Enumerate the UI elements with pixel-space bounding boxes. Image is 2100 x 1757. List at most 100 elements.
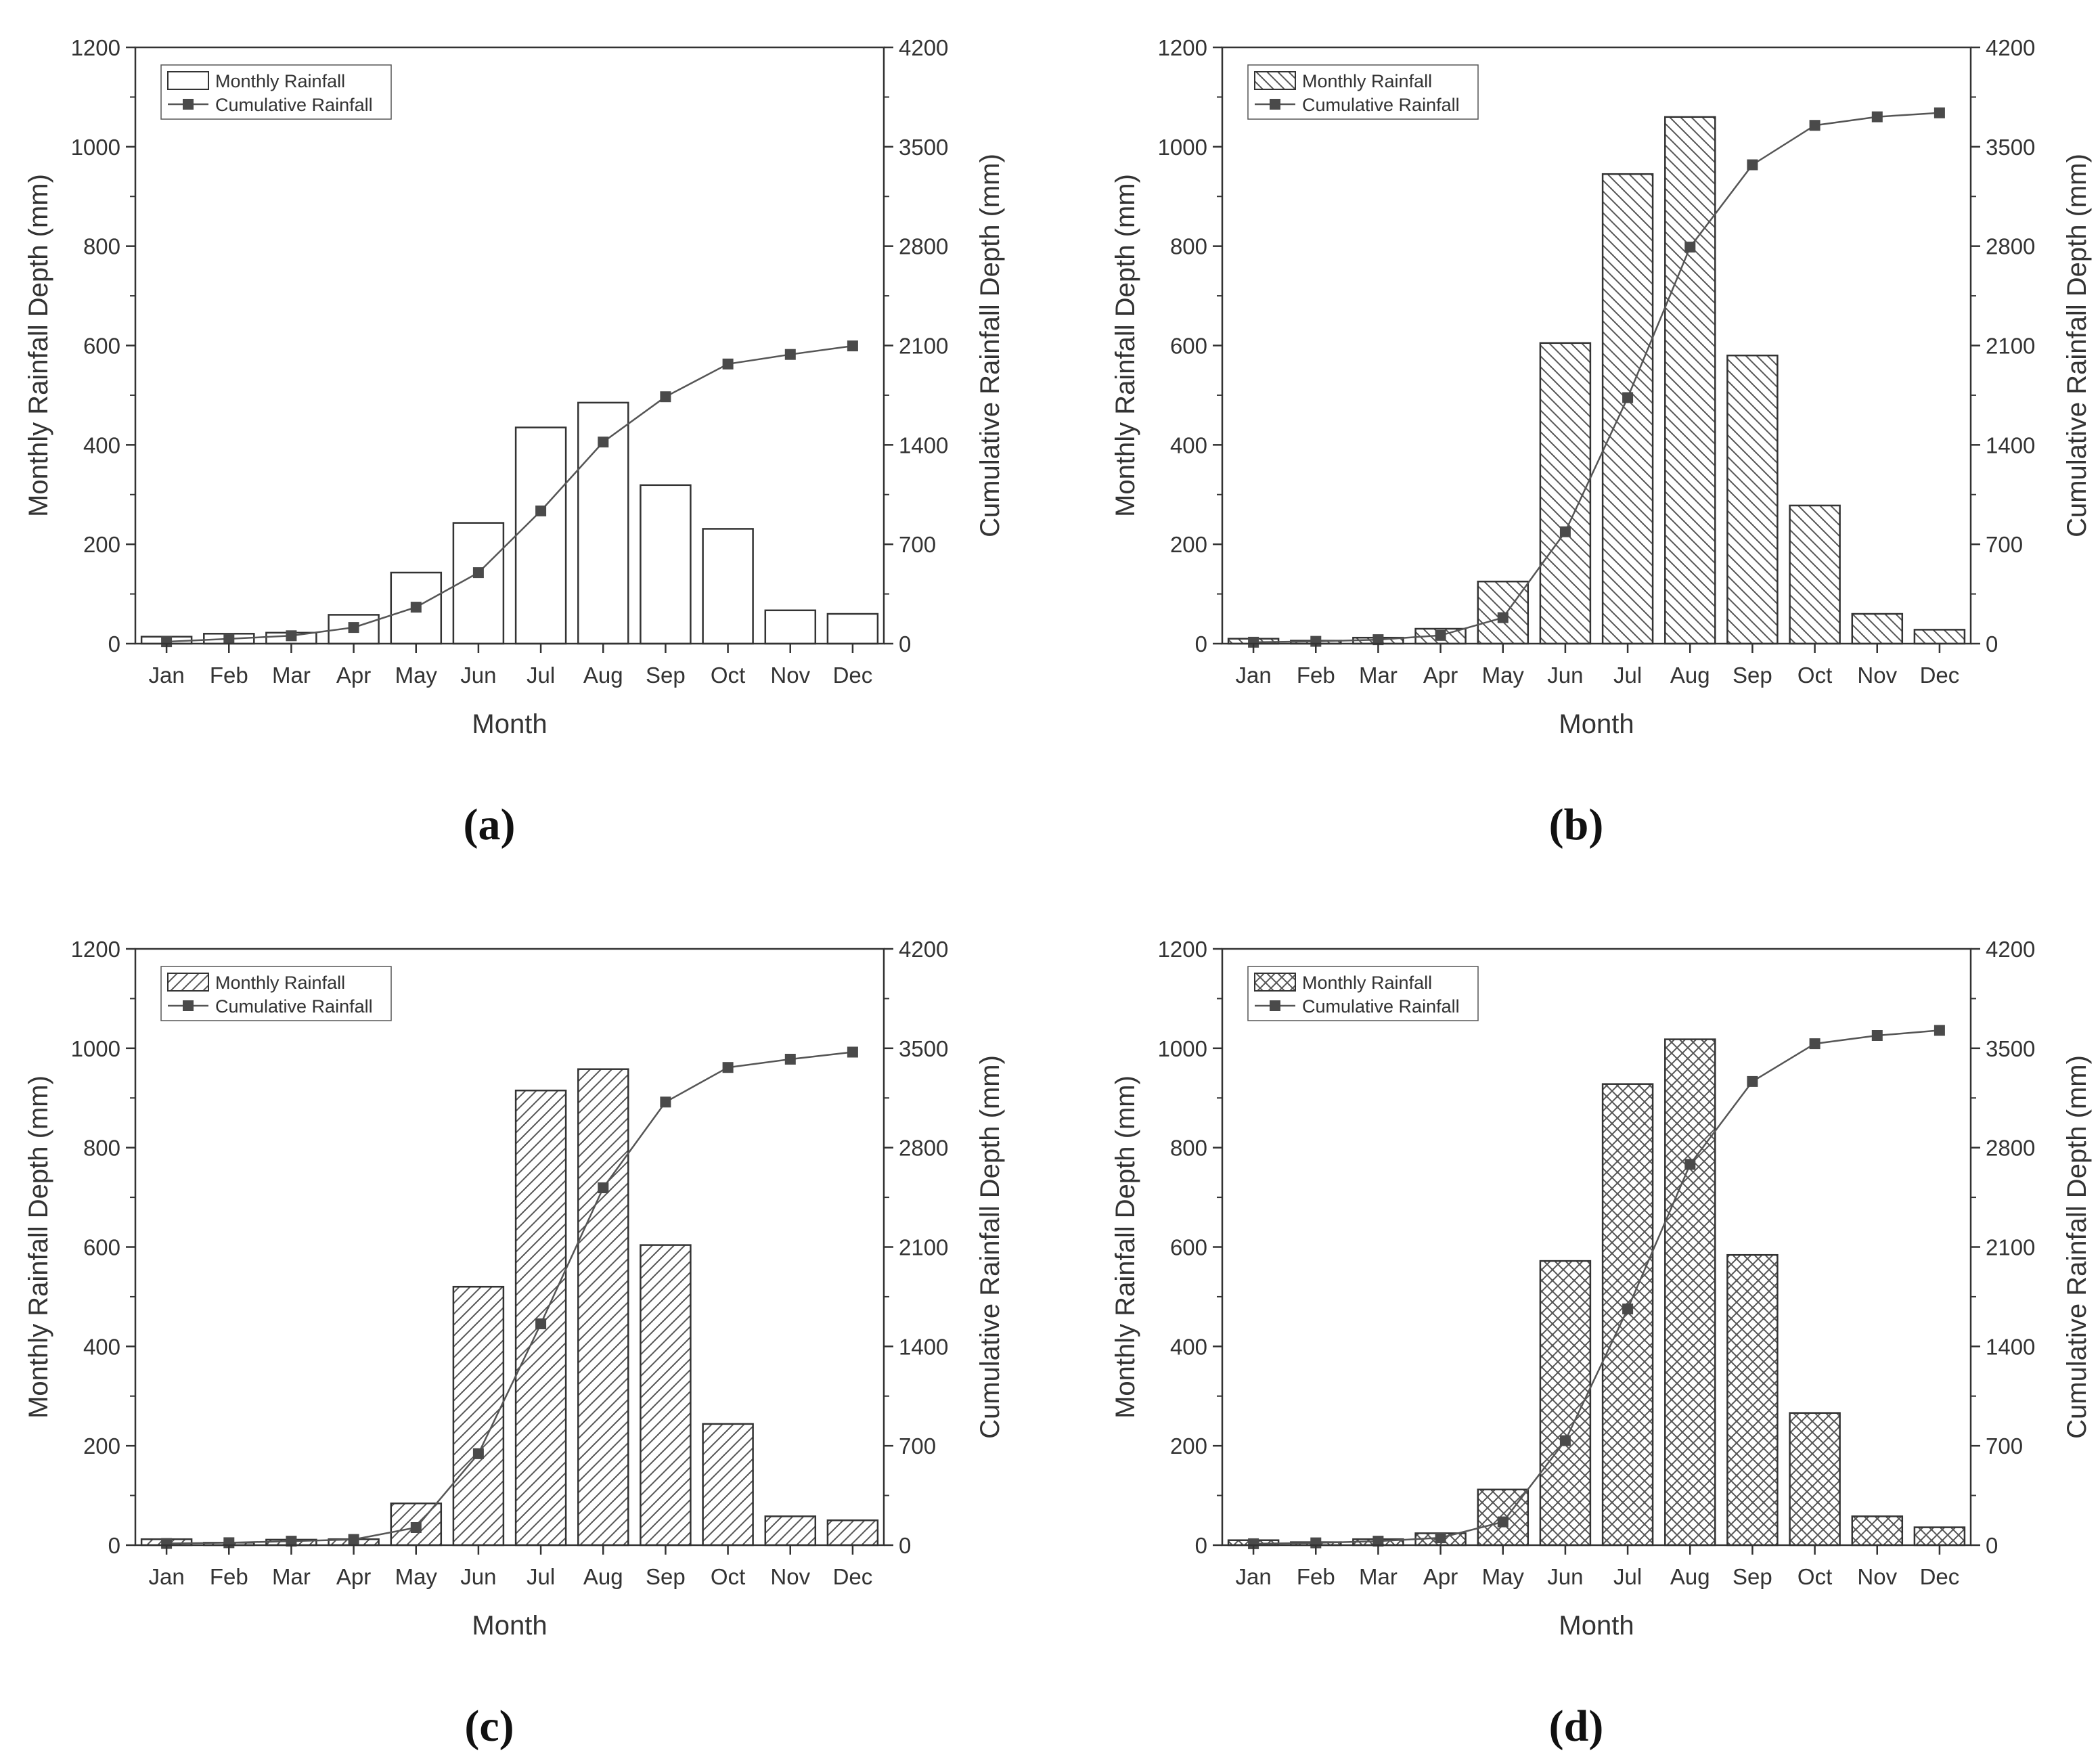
- bar-jul: [514, 426, 567, 645]
- x-tick-label-nov: Nov: [770, 1564, 810, 1589]
- legend-bar-swatch: [167, 973, 209, 992]
- right-axis-title: Cumulative Rainfall Depth (mm): [2062, 1055, 2092, 1439]
- left-tick-label: 400: [83, 432, 120, 458]
- legend: Monthly Rainfall Cumulative Rainfall: [160, 64, 392, 120]
- left-tick-label: 1000: [71, 1036, 120, 1061]
- x-axis-title: Month: [472, 709, 547, 739]
- cumulative-point-jul: [1622, 1304, 1634, 1314]
- right-tick-label: 3500: [899, 135, 948, 160]
- cumulative-point-apr: [348, 1534, 359, 1545]
- chart-panel-d: 0 200 400 600 800 1000 1200 0 700 1400 2100 2800 350…: [1111, 937, 2092, 1751]
- cumulative-point-may: [410, 1522, 422, 1533]
- left-axis-title: Monthly Rainfall Depth (mm): [24, 1075, 53, 1419]
- legend-bar-swatch: [1254, 973, 1296, 992]
- cumulative-point-may: [410, 602, 422, 613]
- bar-jul: [1601, 1083, 1654, 1547]
- right-tick-label: 2800: [899, 1136, 948, 1161]
- bar-nov: [764, 1515, 817, 1547]
- x-tick-label-sep: Sep: [646, 663, 686, 688]
- cumulative-point-oct: [1809, 1038, 1820, 1050]
- cumulative-line: [1253, 1029, 1940, 1545]
- cumulative-point-sep: [660, 391, 671, 403]
- bar-dec: [1913, 629, 1966, 645]
- cumulative-point-sep: [1747, 1075, 1758, 1087]
- left-tick-label: 800: [83, 1136, 120, 1161]
- legend-line-label: Cumulative Rainfall: [1302, 95, 1460, 115]
- cumulative-point-nov: [1871, 1030, 1883, 1041]
- cumulative-point-jul: [1622, 392, 1634, 403]
- right-axis-title: Cumulative Rainfall Depth (mm): [975, 154, 1005, 537]
- left-tick-label: 1200: [71, 35, 120, 60]
- left-tick-label: 600: [1170, 334, 1207, 359]
- x-tick-label-jan: Jan: [1235, 1564, 1271, 1589]
- x-axis-title: Month: [1559, 1611, 1634, 1641]
- x-tick-label-apr: Apr: [1423, 663, 1458, 688]
- cumulative-point-jan: [1248, 1538, 1259, 1549]
- cumulative-point-jun: [472, 567, 484, 579]
- right-axis-title: Cumulative Rainfall Depth (mm): [2062, 154, 2092, 537]
- cumulative-point-apr: [1435, 629, 1446, 641]
- cumulative-point-oct: [722, 358, 734, 370]
- x-tick-label-feb: Feb: [1297, 663, 1335, 688]
- bar-oct: [702, 1423, 754, 1547]
- left-tick-label: 0: [108, 1533, 120, 1558]
- x-tick-label-sep: Sep: [1733, 663, 1772, 688]
- right-tick-label: 0: [899, 631, 911, 657]
- bar-sep: [640, 1244, 692, 1547]
- right-tick-label: 1400: [1986, 1334, 2035, 1359]
- bar-oct: [1789, 504, 1841, 645]
- x-tick-label-aug: Aug: [583, 1564, 623, 1589]
- cumulative-point-mar: [286, 630, 297, 642]
- x-tick-label-apr: Apr: [1423, 1564, 1458, 1589]
- cumulative-point-jan: [1248, 636, 1259, 648]
- left-tick-label: 400: [1170, 1334, 1207, 1359]
- bar-dec: [826, 1519, 879, 1547]
- right-tick-label: 0: [899, 1533, 911, 1558]
- x-tick-label-may: May: [1482, 1564, 1525, 1589]
- legend-line-marker: [1270, 99, 1280, 110]
- x-tick-label-jun: Jun: [460, 1564, 496, 1589]
- left-tick-label: 1000: [1158, 135, 1207, 160]
- legend-line-label: Cumulative Rainfall: [215, 996, 373, 1017]
- left-tick-label: 600: [83, 1235, 120, 1260]
- x-tick-label-oct: Oct: [711, 663, 745, 688]
- right-tick-label: 4200: [899, 937, 948, 962]
- left-tick-label: 1200: [71, 937, 120, 962]
- cumulative-point-jan: [161, 1538, 173, 1549]
- right-tick-label: 2800: [1986, 234, 2035, 259]
- plot-frame: [134, 46, 885, 645]
- panel-caption: (c): [464, 1702, 514, 1751]
- cumulative-point-nov: [784, 349, 796, 360]
- right-tick-label: 1400: [899, 1334, 948, 1359]
- right-tick-label: 2100: [1986, 1235, 2035, 1260]
- bar-aug: [577, 1068, 629, 1547]
- cumulative-point-oct: [1809, 120, 1820, 131]
- bar-aug: [1664, 1038, 1716, 1547]
- cumulative-point-aug: [598, 1182, 609, 1193]
- right-tick-label: 0: [1986, 1533, 1998, 1558]
- x-tick-label-feb: Feb: [210, 663, 248, 688]
- x-axis-title: Month: [472, 1611, 547, 1641]
- cumulative-point-jun: [472, 1448, 484, 1459]
- x-tick-label-sep: Sep: [1733, 1564, 1772, 1589]
- bar-sep: [1726, 354, 1779, 645]
- cumulative-point-mar: [1372, 1536, 1384, 1547]
- panel-caption: (a): [464, 800, 516, 849]
- x-tick-label-jan: Jan: [1235, 663, 1271, 688]
- x-tick-label-may: May: [395, 1564, 438, 1589]
- left-tick-label: 200: [83, 1433, 120, 1459]
- x-tick-label-jan: Jan: [148, 1564, 184, 1589]
- right-tick-label: 3500: [1986, 135, 2035, 160]
- x-tick-label-mar: Mar: [1359, 1564, 1398, 1589]
- cumulative-point-dec: [1934, 1025, 1945, 1036]
- x-tick-label-sep: Sep: [646, 1564, 686, 1589]
- left-tick-label: 200: [83, 532, 120, 557]
- legend-line-marker: [1270, 1000, 1280, 1011]
- right-tick-label: 3500: [899, 1036, 948, 1061]
- bar-oct: [1789, 1412, 1841, 1547]
- cumulative-point-apr: [348, 622, 359, 633]
- x-tick-label-jan: Jan: [148, 663, 184, 688]
- x-tick-label-jun: Jun: [1547, 1564, 1583, 1589]
- left-tick-label: 1000: [71, 135, 120, 160]
- legend: Monthly Rainfall Cumulative Rainfall: [1247, 966, 1479, 1021]
